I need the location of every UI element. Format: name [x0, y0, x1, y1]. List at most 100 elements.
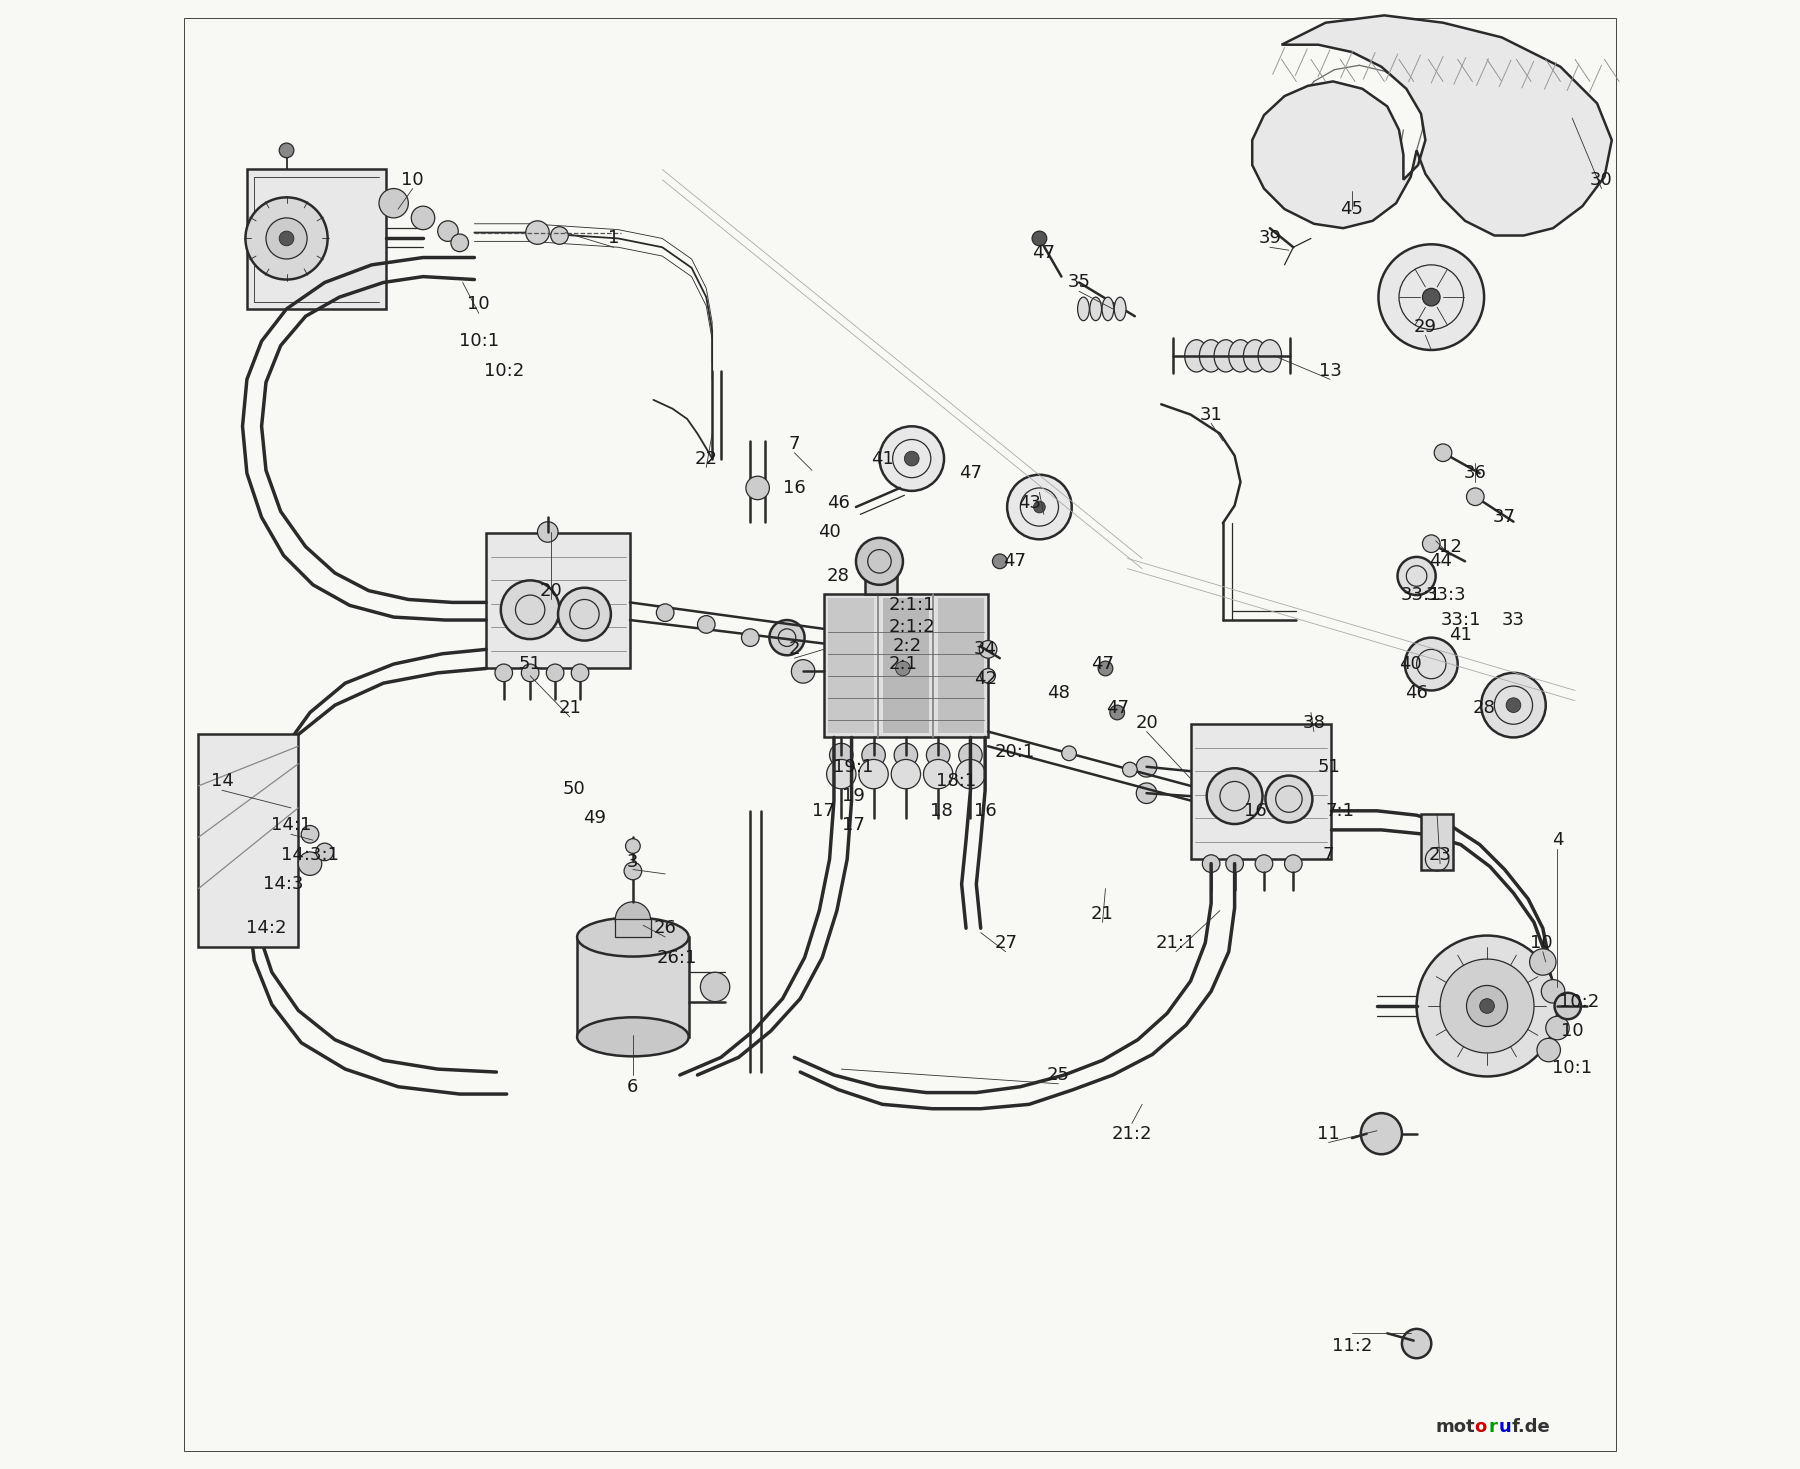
- Circle shape: [1379, 244, 1485, 350]
- Text: 25: 25: [1048, 1066, 1069, 1084]
- Text: mot: mot: [1436, 1418, 1476, 1437]
- Text: o: o: [1474, 1418, 1487, 1437]
- Circle shape: [299, 852, 322, 876]
- Text: 14: 14: [211, 773, 234, 790]
- Circle shape: [956, 759, 985, 789]
- Circle shape: [895, 743, 918, 767]
- Circle shape: [547, 664, 563, 682]
- Text: 33:1: 33:1: [1400, 586, 1442, 604]
- Text: 14:3:1: 14:3:1: [281, 846, 338, 864]
- Text: 20: 20: [540, 582, 562, 599]
- Circle shape: [538, 521, 558, 542]
- Circle shape: [625, 862, 643, 880]
- Text: 26: 26: [653, 920, 677, 937]
- Text: 17: 17: [812, 802, 835, 820]
- Circle shape: [266, 217, 308, 259]
- Ellipse shape: [1102, 297, 1114, 320]
- Text: 30: 30: [1589, 170, 1613, 188]
- Ellipse shape: [1114, 297, 1127, 320]
- Bar: [824, 593, 988, 737]
- Circle shape: [1136, 783, 1157, 804]
- Text: 14:1: 14:1: [270, 817, 311, 834]
- Circle shape: [1202, 855, 1220, 873]
- Ellipse shape: [1078, 297, 1089, 320]
- Text: 10: 10: [401, 170, 425, 188]
- Circle shape: [279, 231, 293, 245]
- Circle shape: [1555, 993, 1580, 1019]
- Text: 2:2: 2:2: [893, 638, 922, 655]
- Circle shape: [526, 220, 549, 244]
- Circle shape: [904, 451, 920, 466]
- Text: 3: 3: [626, 853, 639, 871]
- Text: 46: 46: [1406, 685, 1427, 702]
- Bar: [616, 920, 650, 937]
- Text: 41: 41: [871, 450, 895, 467]
- Bar: [486, 533, 630, 668]
- Text: 6: 6: [626, 1078, 639, 1096]
- Circle shape: [1033, 501, 1046, 513]
- Text: 36: 36: [1463, 464, 1487, 482]
- Text: 51: 51: [1318, 758, 1339, 776]
- Text: 7: 7: [788, 435, 799, 452]
- Bar: [1341, 185, 1366, 203]
- Text: 2: 2: [788, 640, 799, 658]
- Text: 48: 48: [1048, 685, 1069, 702]
- Text: 14:2: 14:2: [247, 920, 286, 937]
- Circle shape: [1417, 936, 1557, 1077]
- Bar: [828, 598, 875, 733]
- Circle shape: [862, 743, 886, 767]
- Text: 47: 47: [1003, 552, 1026, 570]
- Text: 26:1: 26:1: [657, 949, 697, 967]
- Text: 14:3: 14:3: [263, 876, 304, 893]
- Circle shape: [626, 839, 641, 853]
- Text: 45: 45: [1341, 200, 1364, 217]
- Text: 23: 23: [1429, 846, 1451, 864]
- Text: 18:1: 18:1: [936, 773, 976, 790]
- Circle shape: [571, 664, 589, 682]
- Text: 47: 47: [959, 464, 983, 482]
- Text: u: u: [1499, 1418, 1512, 1437]
- Ellipse shape: [1258, 339, 1282, 372]
- Circle shape: [1480, 999, 1494, 1014]
- Text: 19:1: 19:1: [833, 758, 873, 776]
- Circle shape: [410, 206, 436, 229]
- Circle shape: [880, 426, 943, 491]
- Circle shape: [859, 759, 887, 789]
- Text: 12: 12: [1438, 538, 1462, 555]
- Circle shape: [1404, 638, 1458, 690]
- Circle shape: [830, 743, 853, 767]
- Text: 1: 1: [608, 229, 619, 247]
- Text: 38: 38: [1303, 714, 1325, 732]
- Bar: [1420, 814, 1453, 870]
- Circle shape: [437, 220, 459, 241]
- Text: 44: 44: [1429, 552, 1451, 570]
- Bar: [247, 169, 387, 308]
- Circle shape: [1136, 757, 1157, 777]
- Bar: [864, 571, 896, 593]
- Text: 46: 46: [826, 494, 850, 511]
- Text: 21: 21: [558, 699, 581, 717]
- Circle shape: [245, 197, 328, 279]
- Circle shape: [1031, 231, 1048, 245]
- Circle shape: [1481, 673, 1546, 737]
- Ellipse shape: [578, 918, 689, 956]
- Circle shape: [923, 759, 952, 789]
- Circle shape: [700, 972, 729, 1002]
- Circle shape: [279, 142, 293, 157]
- Text: 47: 47: [1033, 244, 1055, 261]
- Text: 10: 10: [468, 295, 490, 313]
- Circle shape: [522, 664, 538, 682]
- Circle shape: [1402, 1329, 1431, 1359]
- Ellipse shape: [1229, 339, 1253, 372]
- Circle shape: [1285, 855, 1301, 873]
- Text: 47: 47: [1105, 699, 1129, 717]
- Text: 39: 39: [1258, 229, 1282, 247]
- Text: 47: 47: [1091, 655, 1114, 673]
- Text: 7:1: 7:1: [1327, 802, 1355, 820]
- Ellipse shape: [1244, 339, 1267, 372]
- Text: 21:2: 21:2: [1112, 1125, 1152, 1143]
- Ellipse shape: [1089, 297, 1102, 320]
- Text: 41: 41: [1449, 626, 1472, 643]
- Text: 50: 50: [563, 780, 585, 798]
- Circle shape: [1422, 288, 1440, 306]
